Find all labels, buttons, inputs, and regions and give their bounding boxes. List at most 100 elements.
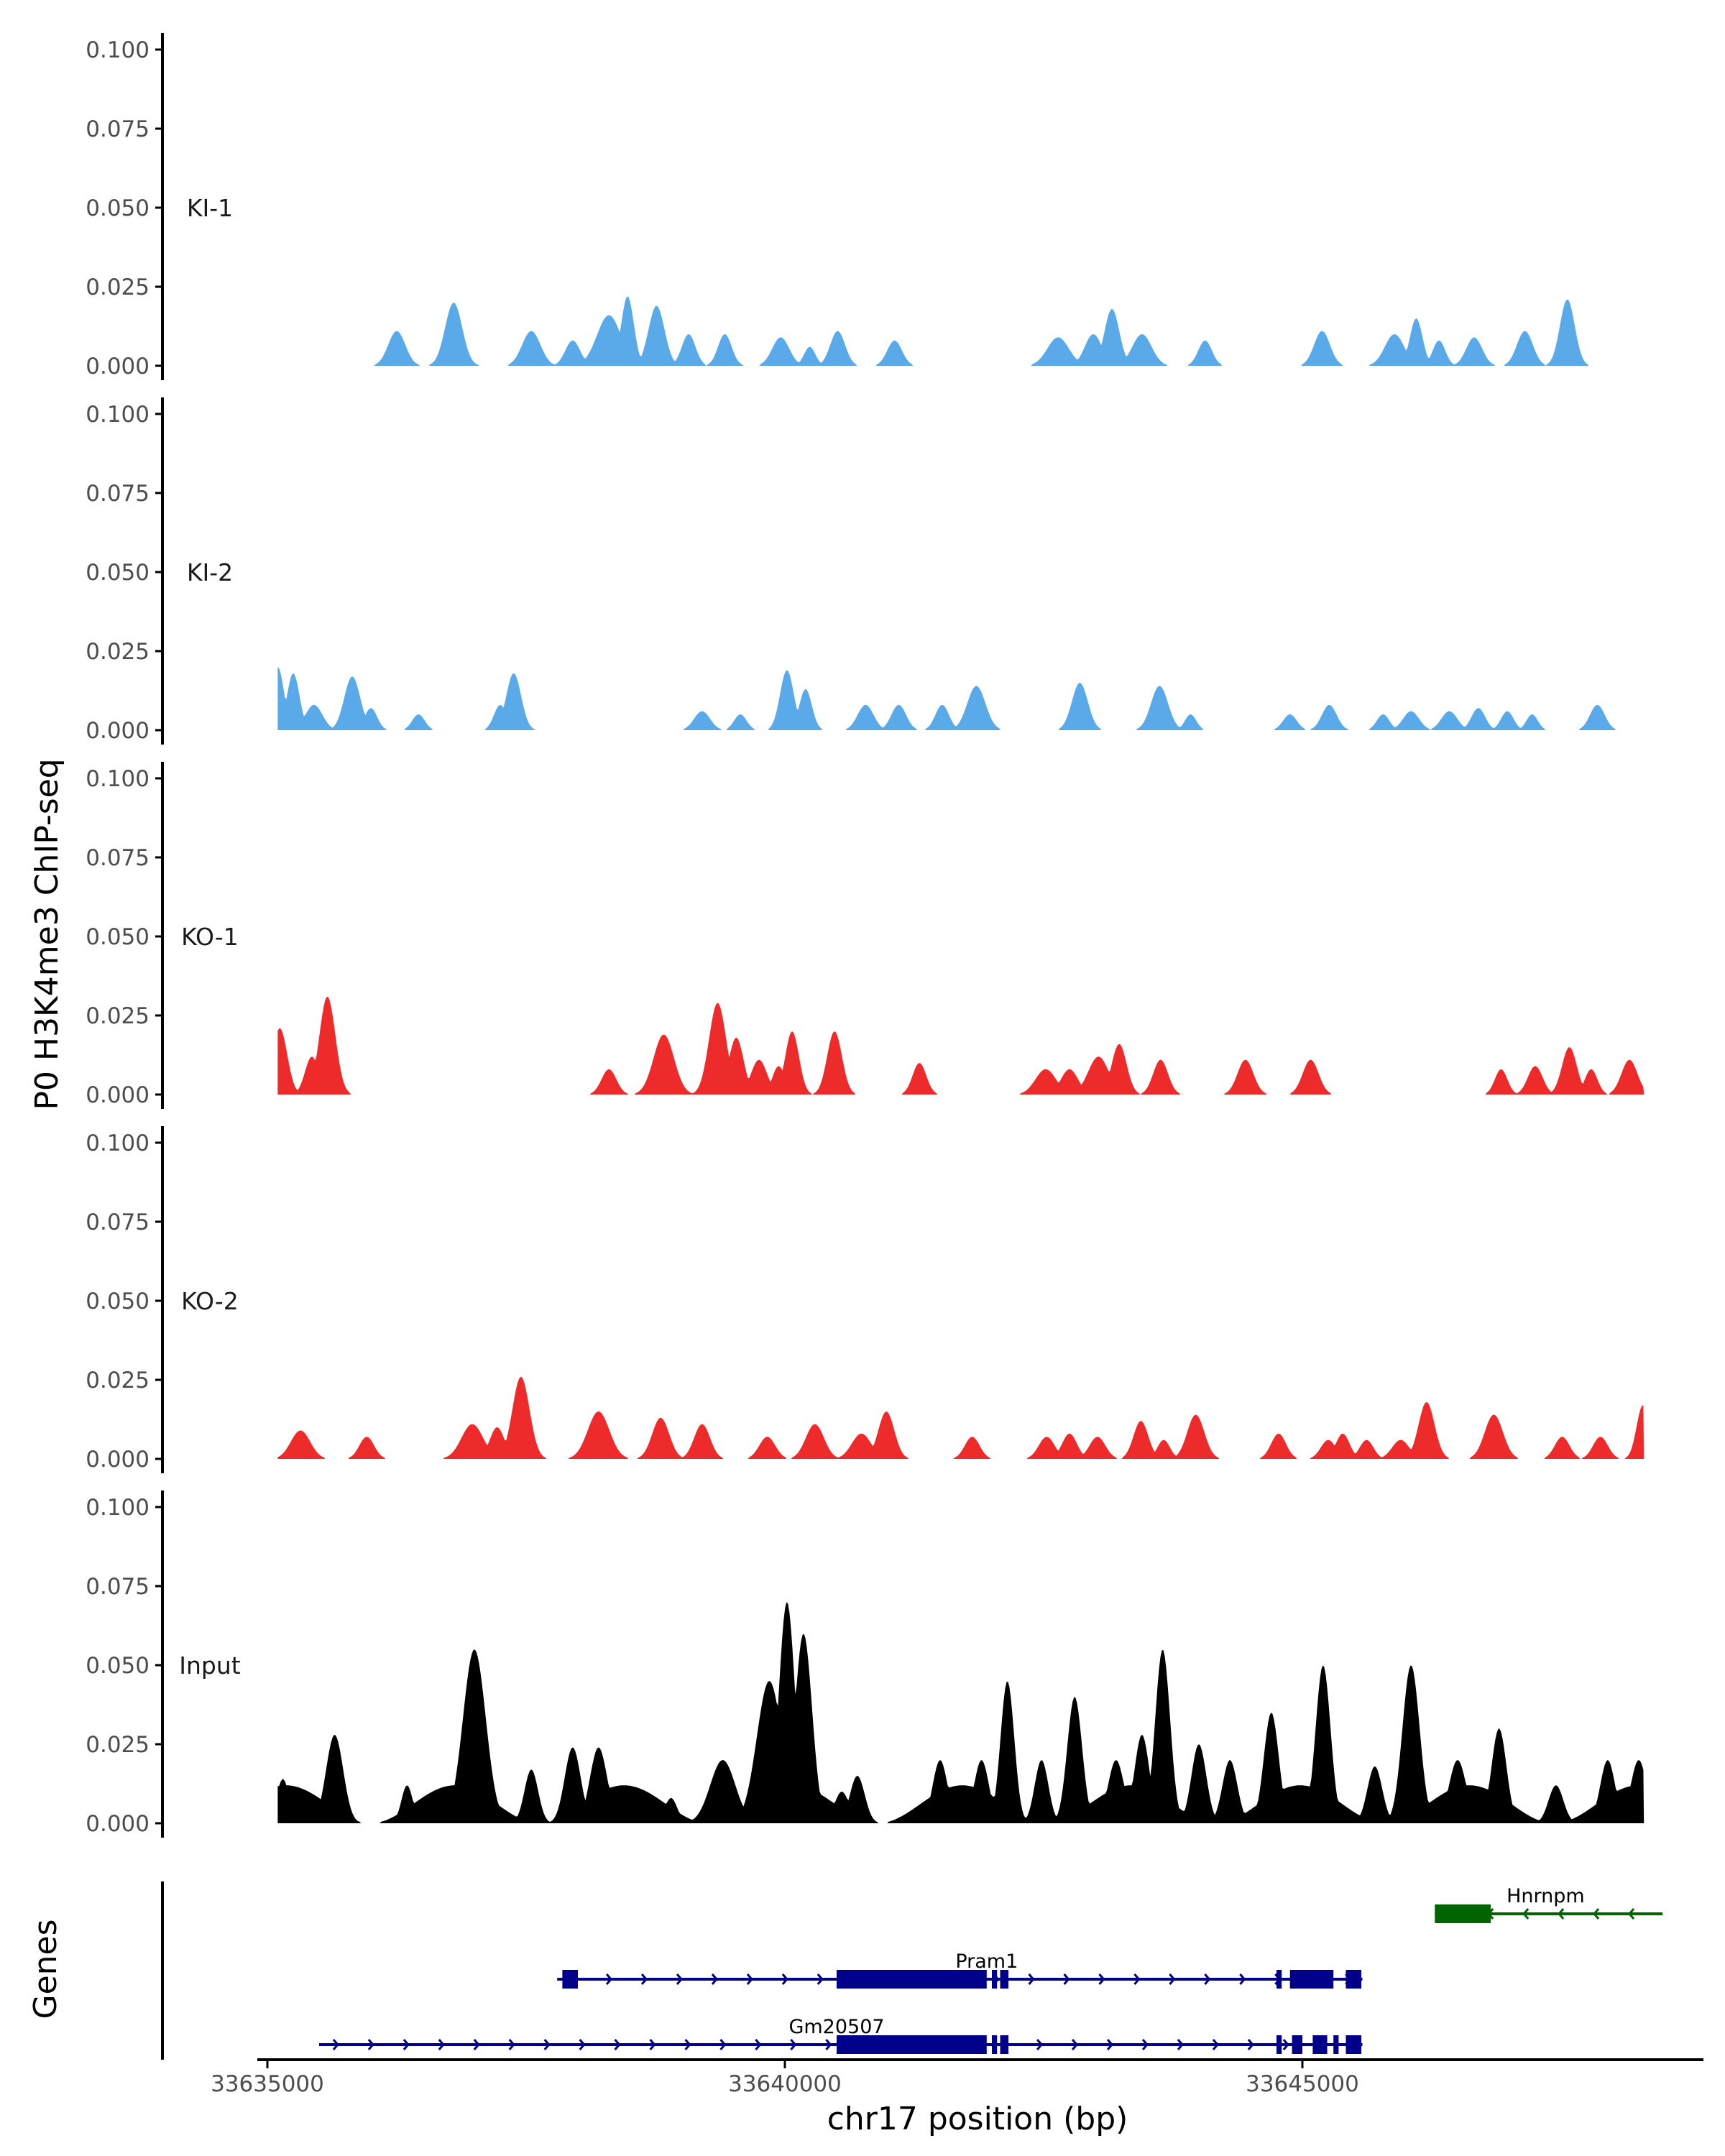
gene-exon — [1292, 2035, 1302, 2054]
strand-arrow-icon — [1247, 2039, 1254, 2050]
genes-panel-title: Genes — [27, 1919, 64, 2019]
y-tick-label: 0.050 — [86, 560, 150, 586]
gene-exon — [1346, 2035, 1362, 2054]
y-tick-label: 0.000 — [86, 1447, 150, 1473]
y-tick-label: 0.000 — [86, 1082, 150, 1108]
y-tick-label: 0.075 — [86, 116, 150, 142]
genes-layer: Hnrnpm Pram1 Gm20507 — [161, 1881, 1663, 2060]
x-axis: 33635000 33640000 33645000 — [211, 2058, 1703, 2097]
strand-arrow-icon — [1106, 2039, 1114, 2050]
strand-arrow-icon — [332, 2039, 339, 2050]
gene-label: Hnrnpm — [1506, 1885, 1585, 1907]
gene-exon — [1276, 1970, 1282, 1989]
track-input: 0.000 0.025 0.050 0.075 0.100 Input — [86, 1491, 1644, 1838]
y-tick-label: 0.000 — [86, 1811, 150, 1837]
track-ki-2: 0.000 0.025 0.050 0.075 0.100 KI-2 — [86, 397, 1644, 745]
strand-arrow-icon — [614, 2039, 621, 2050]
gene-label: Gm20507 — [788, 2016, 884, 2038]
gene-exon — [1000, 2035, 1009, 2054]
strand-arrow-icon — [1177, 2039, 1184, 2050]
strand-arrow-icon — [1558, 1908, 1565, 1920]
strand-arrow-icon — [719, 2039, 727, 2050]
gene-exon — [1276, 2035, 1282, 2054]
y-axis-title: P0 H3K4me3 ChIP-seq — [29, 758, 65, 1110]
y-tick-label: 0.075 — [86, 1574, 150, 1600]
signal-area — [277, 667, 1644, 730]
signal-area — [277, 1602, 1644, 1823]
gene-pram1: Pram1 — [557, 1950, 1363, 1989]
track-ki-1: 0.000 0.025 0.050 0.075 0.100 KI-1 — [86, 33, 1644, 380]
signal-area — [277, 1376, 1644, 1459]
gene-exon — [1289, 1970, 1334, 1989]
strand-arrow-icon — [543, 2039, 551, 2050]
track-label: KO-2 — [181, 1287, 239, 1315]
strand-arrow-icon — [1141, 2039, 1149, 2050]
strand-arrow-icon — [816, 1973, 824, 1985]
track-label: KI-2 — [187, 558, 233, 586]
strand-arrow-icon — [508, 2039, 515, 2050]
y-tick-label: 0.025 — [86, 1732, 150, 1758]
track-ko-2: 0.000 0.025 0.050 0.075 0.100 KO-2 — [86, 1126, 1644, 1473]
y-tick-label: 0.100 — [86, 1495, 150, 1521]
strand-arrow-icon — [684, 2039, 691, 2050]
y-tick-label: 0.075 — [86, 845, 150, 871]
strand-arrow-icon — [605, 1973, 613, 1985]
y-tick-label: 0.050 — [86, 1289, 150, 1314]
strand-arrow-icon — [1204, 1973, 1211, 1985]
y-tick-label: 0.050 — [86, 924, 150, 950]
track-ko-1: 0.000 0.025 0.050 0.075 0.100 KO-1 — [86, 762, 1644, 1109]
strand-arrow-icon — [781, 1973, 788, 1985]
signal-area — [277, 997, 1644, 1095]
x-tick-label: 33635000 — [211, 2071, 324, 2097]
y-tick-label: 0.075 — [86, 481, 150, 507]
strand-arrow-icon — [649, 2039, 656, 2050]
strand-arrow-icon — [473, 2039, 480, 2050]
gene-exon — [1435, 1904, 1491, 1923]
strand-arrow-icon — [676, 1973, 683, 1985]
gene-exon — [837, 2035, 987, 2054]
strand-arrow-icon — [640, 1973, 648, 1985]
strand-arrow-icon — [1036, 2039, 1044, 2050]
gene-exon — [837, 1970, 987, 1989]
track-label: KO-1 — [181, 923, 239, 951]
strand-arrow-icon — [790, 2039, 797, 2050]
gene-exon — [1346, 1970, 1362, 1989]
y-tick-label: 0.000 — [86, 354, 150, 379]
gene-hnrnpm: Hnrnpm — [1435, 1885, 1663, 1923]
gene-exon — [562, 1970, 578, 1989]
y-tick-label: 0.025 — [86, 275, 150, 300]
y-tick-label: 0.025 — [86, 1003, 150, 1029]
y-tick-label: 0.100 — [86, 37, 150, 63]
track-label: Input — [179, 1651, 241, 1680]
y-tick-label: 0.100 — [86, 1130, 150, 1156]
strand-arrow-icon — [755, 2039, 762, 2050]
gene-label: Pram1 — [955, 1950, 1018, 1973]
strand-arrow-icon — [1593, 1908, 1600, 1920]
strand-arrow-icon — [746, 1973, 753, 1985]
strand-arrow-icon — [1028, 1973, 1035, 1985]
y-tick-label: 0.050 — [86, 195, 150, 221]
track-label: KI-1 — [187, 194, 233, 222]
strand-arrow-icon — [1063, 1973, 1070, 1985]
y-tick-label: 0.100 — [86, 766, 150, 792]
strand-arrow-icon — [1239, 1973, 1246, 1985]
strand-arrow-icon — [1071, 2039, 1079, 2050]
strand-arrow-icon — [1522, 1908, 1530, 1920]
gene-exon — [992, 2035, 998, 2054]
strand-arrow-icon — [438, 2039, 445, 2050]
gene-exon — [992, 1970, 998, 1989]
signal-area — [277, 296, 1644, 366]
x-tick-label: 33645000 — [1246, 2071, 1359, 2097]
y-tick-label: 0.000 — [86, 718, 150, 744]
y-tick-label: 0.050 — [86, 1653, 150, 1679]
y-tick-label: 0.025 — [86, 639, 150, 665]
strand-arrow-icon — [1212, 2039, 1219, 2050]
gene-exon — [1312, 2035, 1328, 2054]
tracks-layer: 0.0000.0250.0500.0750.100KI-10.0000.0250… — [86, 33, 1644, 1838]
gene-exon — [1333, 2035, 1339, 2054]
strand-arrow-icon — [1282, 2039, 1289, 2050]
strand-arrow-icon — [579, 2039, 586, 2050]
strand-arrow-icon — [367, 2039, 374, 2050]
y-tick-label: 0.075 — [86, 1210, 150, 1235]
